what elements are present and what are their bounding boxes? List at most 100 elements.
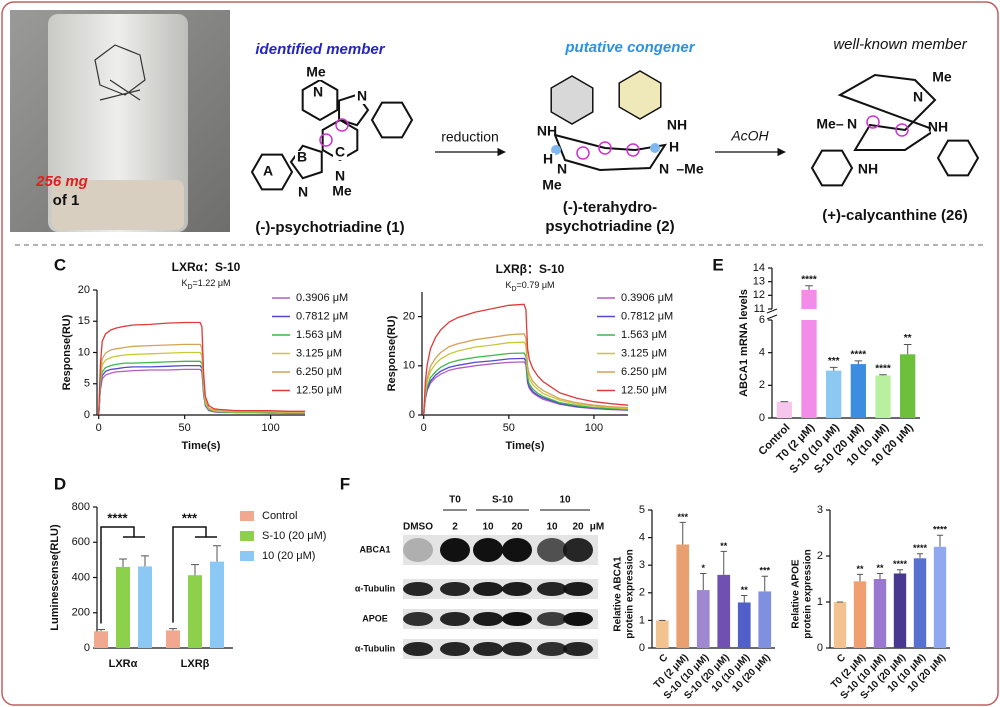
- lane-label: DMSO: [403, 522, 433, 533]
- atom-label: N: [913, 89, 923, 105]
- atom-bg: [540, 125, 554, 139]
- bar: [210, 561, 224, 648]
- x-tick-label: 50: [503, 422, 515, 434]
- atom-bg: [670, 119, 684, 133]
- atom-bg: [311, 86, 325, 100]
- atom-label: Me: [332, 183, 352, 199]
- atom-label: A: [263, 163, 273, 179]
- atom-bg: [296, 186, 310, 200]
- x-tick-label: 100: [585, 422, 603, 434]
- axis-break: [766, 308, 778, 320]
- blot-band: [537, 538, 567, 562]
- data-line: [423, 303, 629, 416]
- atom-label: N: [357, 88, 367, 104]
- blot-band: [502, 642, 532, 656]
- lane-label: 10: [482, 522, 494, 533]
- blot-band: [403, 612, 433, 626]
- error-bar: [141, 555, 149, 567]
- y-tick-label: 14: [753, 262, 765, 274]
- bar: [900, 354, 916, 418]
- chart-title: LXRα：S-10: [172, 260, 241, 274]
- vial-sketch: [94, 44, 146, 101]
- error-bar: [119, 558, 127, 567]
- blot-row-label: α-Tubulin: [355, 583, 395, 593]
- y-tick-label: 20: [403, 311, 415, 323]
- bar: [853, 581, 867, 648]
- y-axis-label: protein expression: [803, 549, 814, 638]
- atom-bg: [935, 71, 949, 85]
- bar: [116, 566, 130, 648]
- y-tick-label: 6: [759, 314, 765, 326]
- highlight: [319, 133, 333, 147]
- legend-label: 1.563 μM: [296, 329, 342, 341]
- bar: [676, 544, 690, 648]
- y-tick-label: 5: [639, 504, 645, 516]
- error-bar: [97, 628, 105, 632]
- significance-label: ***: [828, 356, 840, 367]
- atom-bg: [355, 90, 369, 104]
- error-bar: [903, 344, 912, 355]
- error-bar: [856, 573, 864, 582]
- legend-label: 1.563 μM: [621, 329, 667, 341]
- bar: [737, 602, 751, 648]
- atom-label: N: [557, 161, 567, 177]
- subtitle-part: K: [181, 278, 187, 288]
- atom-bg: [845, 118, 859, 132]
- atom-bg: [911, 91, 925, 105]
- blot-band: [473, 612, 503, 626]
- panel-label: E: [712, 255, 723, 274]
- legend-label: 6.250 μM: [296, 366, 342, 378]
- bar: [873, 579, 887, 648]
- y-tick-label: 1: [639, 614, 645, 626]
- significance-label: ****: [851, 349, 867, 360]
- atom-bg: [309, 66, 323, 80]
- y-tick-label: 0: [639, 642, 645, 654]
- error-bar: [741, 595, 748, 603]
- blot-band: [473, 642, 503, 656]
- atom-bg: [333, 146, 347, 160]
- blot-band: [537, 582, 567, 596]
- structure-bond: [936, 139, 980, 177]
- structure-bond: [250, 153, 294, 191]
- significance-label: ***: [182, 510, 198, 525]
- vial: [48, 14, 188, 232]
- legend-label: 0.3906 μM: [296, 292, 348, 304]
- atom-bg: [545, 179, 559, 193]
- atom-label: –Me: [676, 161, 703, 177]
- error-bar: [829, 366, 838, 371]
- atom-bg: [683, 163, 697, 177]
- panel-label: F: [340, 474, 350, 493]
- significance-bracket: [100, 526, 145, 624]
- x-tick-label: 100: [261, 422, 279, 434]
- atom-bg: [823, 118, 837, 132]
- legend-swatch: [240, 531, 254, 541]
- atom-bg: [295, 151, 309, 165]
- x-axis-label: Time(s): [182, 440, 221, 452]
- atom-label: N: [335, 168, 345, 184]
- atom-label: NH: [858, 161, 878, 177]
- atom-label: NH: [537, 123, 557, 139]
- atom-bg: [555, 163, 569, 177]
- highlight: [650, 143, 660, 153]
- blot-band: [440, 612, 470, 626]
- atom-label: N: [313, 84, 323, 100]
- x-tick-label: LXRα: [109, 658, 138, 670]
- y-tick-label: 15: [78, 315, 90, 327]
- structure-bond: [810, 149, 854, 187]
- atom-label: Me–: [816, 116, 843, 132]
- data-line: [98, 343, 305, 416]
- atom-label: N: [298, 184, 308, 200]
- y-tick-label: 3: [639, 559, 645, 571]
- significance-label: **: [741, 585, 749, 595]
- structure-bond: [553, 133, 668, 172]
- x-axis-label: Time(s): [506, 440, 545, 452]
- legend-swatch: [240, 511, 254, 521]
- blot-band: [403, 538, 433, 562]
- highlight: [335, 118, 349, 132]
- subtitle-part: =0.79 μM: [517, 280, 555, 290]
- blot-band: [563, 612, 593, 626]
- atom-label: N: [659, 161, 669, 177]
- lane-label: 2: [452, 522, 458, 533]
